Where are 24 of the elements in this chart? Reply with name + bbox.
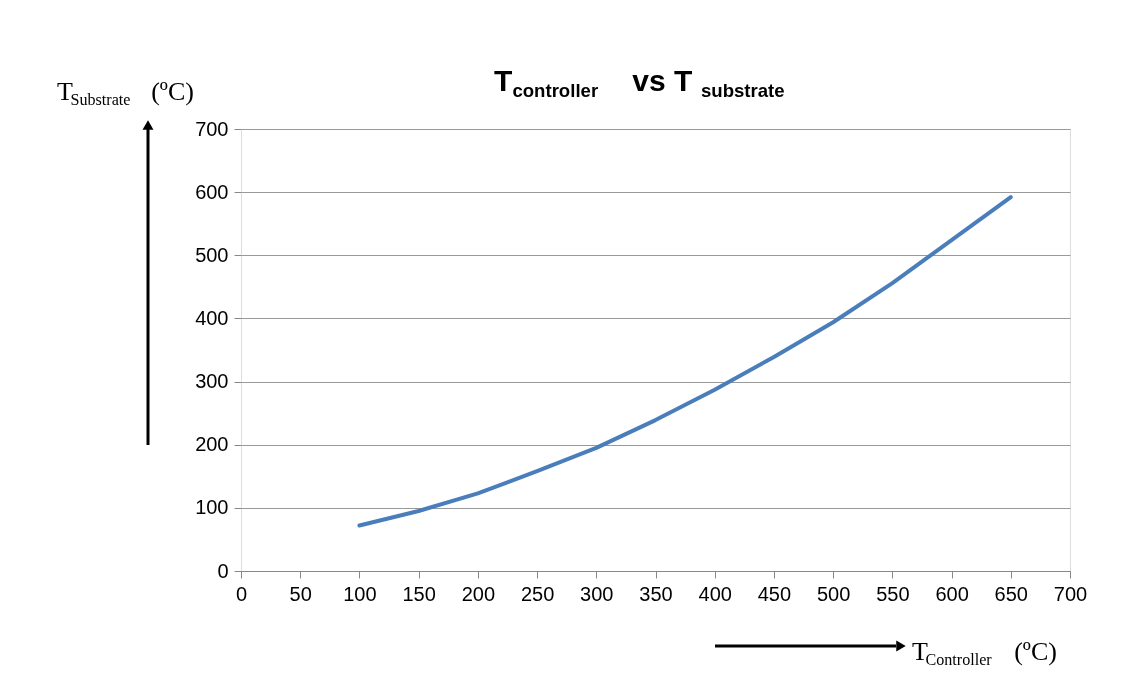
x-tick-label: 650 [994,582,1028,605]
y-tick-label: 100 [195,496,229,519]
x-tick-label: 200 [461,582,496,605]
x-tick-label: 500 [816,582,851,605]
x-tick-label: 550 [876,582,910,605]
x-tick-label: 50 [289,582,312,605]
x-tick-label: 600 [935,582,969,605]
y-tick-label: 500 [195,243,229,266]
x-tick-label: 700 [1053,582,1088,605]
line-series [357,195,1013,528]
x-tick-label: 150 [402,582,436,605]
y-tick-label: 200 [195,433,229,456]
x-tick-label: 400 [698,582,732,605]
y-tick-label: 600 [195,180,229,203]
x-tick-label: 100 [343,582,377,605]
x-tick-label: 450 [757,582,792,605]
y-tick-label: 300 [195,370,229,393]
y-tick-label: 700 [195,117,229,140]
y-tick-label: 0 [217,559,229,582]
x-tick-label: 250 [520,582,555,605]
x-tick-label: 300 [580,582,614,605]
y-tick-label: 400 [195,306,229,329]
x-tick-label: 350 [639,582,673,605]
x-tick-label: 0 [235,582,248,605]
